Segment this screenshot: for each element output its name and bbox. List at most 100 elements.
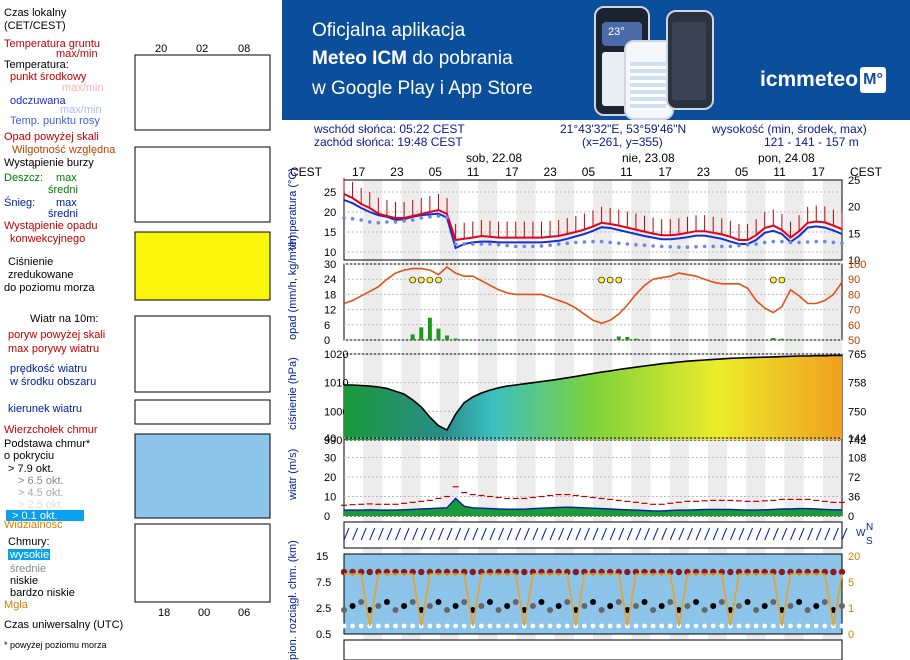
cloud-dot bbox=[796, 599, 803, 605]
cloud-low-dot bbox=[693, 623, 699, 629]
cloud-dot bbox=[572, 607, 579, 613]
wind-arrow bbox=[772, 527, 779, 541]
dewpoint-dot bbox=[342, 216, 346, 220]
dewpoint-dot bbox=[616, 241, 621, 245]
grid-text: (x=261, y=355) bbox=[582, 135, 663, 149]
hour-label: 17 bbox=[505, 165, 519, 179]
dewpoint-dot bbox=[376, 221, 381, 225]
legend-pressure: Ciśnienie bbox=[8, 256, 53, 268]
wind-arrow bbox=[669, 527, 676, 541]
dewpoint-dot bbox=[651, 244, 655, 248]
series-humidity bbox=[343, 265, 843, 325]
mini-cloud-panel bbox=[134, 433, 271, 519]
banner-line-2: Meteo ICM do pobrania bbox=[312, 48, 513, 69]
cloud-dot bbox=[590, 599, 596, 605]
cloud-low-dot bbox=[393, 623, 398, 629]
cloud-dot bbox=[383, 599, 390, 605]
cloud-dot bbox=[547, 607, 554, 613]
y-tick-label: 40 bbox=[324, 433, 336, 445]
wind-arrow bbox=[601, 527, 608, 541]
legend-time-local2: (CET/CEST) bbox=[4, 20, 66, 32]
app-promo-banner[interactable]: Oficjalna aplikacja Meteo ICM do pobrani… bbox=[282, 0, 910, 120]
y-tick-label: 1010 bbox=[324, 378, 348, 390]
y2-tick-label: 100 bbox=[848, 259, 866, 271]
cloud-low-dot bbox=[410, 623, 416, 629]
legend-precip-over: Opad powyżej skali bbox=[4, 131, 99, 143]
cloud-dot bbox=[675, 607, 682, 613]
cloud-dot bbox=[418, 607, 425, 613]
legend-very-low: bardzo niskie bbox=[10, 587, 75, 599]
legend-tick-18: 18 bbox=[158, 607, 170, 619]
dewpoint-dot bbox=[780, 239, 784, 244]
cloud-low-dot bbox=[384, 623, 390, 629]
wind-arrow bbox=[755, 527, 762, 541]
rain-bar bbox=[462, 339, 467, 340]
cloud-dot bbox=[538, 599, 545, 605]
y2-tick-label: 765 bbox=[848, 349, 866, 361]
wind-arrow bbox=[455, 527, 462, 541]
day-label: nie, 23.08 bbox=[622, 151, 675, 165]
dewpoint-dot bbox=[419, 216, 424, 220]
wind-arrow bbox=[841, 527, 848, 541]
dewpoint-dot bbox=[479, 242, 484, 246]
legend-midpoint: punkt środkowy bbox=[10, 71, 87, 83]
elevation-label: wysokość (min, środek, max) bbox=[712, 122, 867, 136]
cloud-dot bbox=[435, 599, 442, 605]
y-tick-label: 20 bbox=[324, 207, 336, 219]
cloud-dot bbox=[349, 603, 356, 609]
legend-soil-temp: Temperatura gruntu bbox=[4, 38, 100, 50]
legend-time-local: Czas lokalny bbox=[4, 7, 67, 19]
dewpoint-dot bbox=[745, 243, 750, 247]
banner-line-3: w Google Play i App Store bbox=[312, 78, 533, 99]
rain-bar bbox=[419, 327, 424, 340]
cloud-dot bbox=[461, 599, 468, 605]
legend-high: wysokie bbox=[9, 549, 49, 561]
cloud-dot bbox=[710, 603, 717, 609]
dewpoint-dot bbox=[385, 220, 389, 224]
hour-label: 23 bbox=[697, 165, 711, 179]
y2-tick-label: 15 bbox=[848, 228, 860, 240]
wind-arrow bbox=[807, 527, 814, 541]
cloud-low-dot bbox=[599, 623, 604, 629]
wind-arrow bbox=[541, 527, 547, 541]
y-axis-label: temperatura (°C) bbox=[287, 168, 299, 250]
dewpoint-dot bbox=[582, 240, 587, 244]
dewpoint-dot bbox=[788, 240, 793, 245]
dewpoint-dot bbox=[496, 243, 501, 247]
dewpoint-dot bbox=[634, 243, 638, 247]
legend-soil-temp2: max/min bbox=[56, 48, 98, 60]
legend-pressure3: do poziomu morza bbox=[4, 282, 95, 294]
wind-arrow bbox=[437, 527, 444, 541]
hour-label: 23 bbox=[390, 165, 404, 179]
cloud-base-dot bbox=[727, 568, 734, 576]
y-tick-label: 15 bbox=[324, 227, 336, 239]
wind-arrow bbox=[412, 527, 419, 541]
cloud-low-dot bbox=[667, 623, 673, 629]
legend-gust-max: max porywy wiatru bbox=[8, 343, 99, 355]
y-axis-label: wiatr (m/s) bbox=[287, 449, 299, 501]
cloud-dot bbox=[598, 607, 605, 613]
wind-arrow bbox=[480, 527, 487, 541]
y-axis-label: opad (mm/h, kg/m²/h) bbox=[287, 235, 299, 340]
wind-arrow bbox=[360, 527, 367, 541]
wind-arrow bbox=[695, 527, 702, 541]
cloud-low-dot bbox=[530, 623, 536, 629]
wind-arrow bbox=[704, 527, 711, 541]
y2-tick-label: 80 bbox=[848, 289, 860, 301]
cloud-dot bbox=[375, 603, 382, 609]
cloud-dot bbox=[409, 599, 416, 605]
series-pressure bbox=[344, 354, 842, 432]
legend-rain-max: max bbox=[56, 172, 77, 184]
cloud-dot bbox=[366, 607, 373, 613]
wind-arrow bbox=[686, 527, 693, 541]
cloud-low-dot bbox=[633, 623, 639, 629]
legend-okt79: > 7.9 okt. bbox=[8, 463, 54, 475]
cloud-dot bbox=[452, 603, 459, 609]
dewpoint-dot bbox=[436, 214, 441, 218]
dewpoint-dot bbox=[556, 242, 561, 246]
cloud-base-dot bbox=[469, 568, 476, 576]
phone-image-3 bbox=[666, 10, 714, 110]
cloud-low-dot bbox=[436, 623, 441, 629]
hour-label: 11 bbox=[773, 165, 786, 179]
